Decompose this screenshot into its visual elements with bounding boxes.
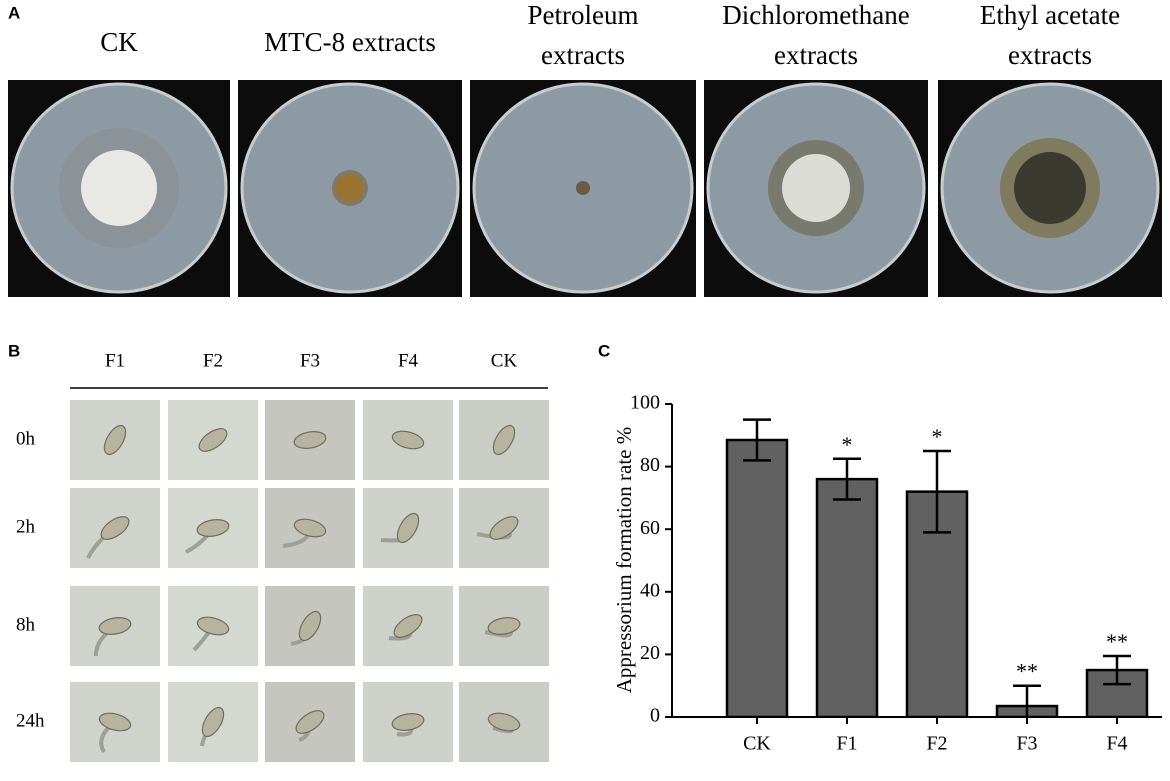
plate-title: Ethyl acetate	[980, 0, 1120, 30]
y-tick-label: 0	[650, 705, 660, 727]
column-label: F2	[203, 350, 223, 371]
conidium	[391, 430, 425, 450]
conidium	[489, 516, 519, 540]
conidium	[98, 712, 132, 732]
bar	[725, 438, 789, 717]
y-tick-label: 100	[630, 392, 660, 414]
significance-mark: *	[842, 432, 853, 457]
error-bar	[1013, 684, 1041, 717]
conidium	[293, 518, 327, 538]
error-bar	[923, 449, 951, 534]
row-label: 8h	[16, 614, 36, 635]
y-tick-label: 40	[640, 579, 660, 601]
conidium	[293, 431, 327, 449]
row-label: 2h	[16, 516, 36, 537]
conidium	[201, 706, 225, 738]
row-label: 24h	[16, 710, 45, 731]
significance-mark: **	[1106, 629, 1128, 654]
column-label: F4	[398, 350, 419, 371]
colony	[576, 181, 590, 195]
plate-title: MTC-8 extracts	[264, 27, 436, 57]
y-axis-label: Appressorium formation rate %	[612, 427, 636, 694]
conidium	[492, 424, 516, 456]
conidium	[196, 616, 230, 636]
y-tick-label: 60	[640, 517, 660, 539]
conidium	[396, 512, 420, 544]
plate-title: Petroleum	[528, 0, 639, 30]
column-label: F1	[105, 350, 125, 371]
significance-mark: **	[1016, 659, 1038, 684]
plot-area	[725, 418, 1149, 717]
conidium	[196, 519, 230, 537]
error-bar	[743, 418, 771, 462]
conidium	[100, 516, 130, 540]
conidium	[295, 710, 325, 734]
x-tick-label: F1	[836, 733, 857, 755]
x-tick-label: F4	[1106, 733, 1127, 755]
significance-mark: *	[932, 424, 943, 449]
panel-label: A	[8, 3, 20, 22]
plate-title: extracts	[541, 40, 625, 70]
conidium	[98, 617, 132, 635]
conidium	[103, 424, 127, 456]
conidium	[198, 428, 228, 452]
conidium	[487, 617, 521, 635]
colony	[81, 150, 157, 226]
colony	[1014, 152, 1086, 224]
plate-title: CK	[100, 27, 138, 57]
y-tick-label: 20	[640, 642, 660, 664]
plate-title: Dichloromethane	[722, 0, 909, 30]
colony	[336, 174, 364, 202]
colony	[782, 154, 850, 222]
conidium	[393, 614, 423, 638]
error-bar	[833, 457, 861, 501]
panel-label: B	[8, 341, 20, 360]
panel-label: C	[598, 341, 610, 360]
column-label: CK	[491, 350, 518, 371]
x-tick-label: CK	[743, 733, 771, 755]
bar	[815, 477, 879, 717]
conidium	[298, 610, 322, 642]
column-label: F3	[300, 350, 320, 371]
x-tick-label: F3	[1016, 733, 1037, 755]
conidium	[487, 712, 521, 732]
y-tick-label: 80	[640, 454, 660, 476]
plate-title: extracts	[1008, 40, 1092, 70]
conidium	[391, 713, 425, 731]
plate-title: extracts	[774, 40, 858, 70]
row-label: 0h	[16, 428, 36, 449]
x-tick-label: F2	[926, 733, 947, 755]
error-bar	[1103, 654, 1131, 686]
